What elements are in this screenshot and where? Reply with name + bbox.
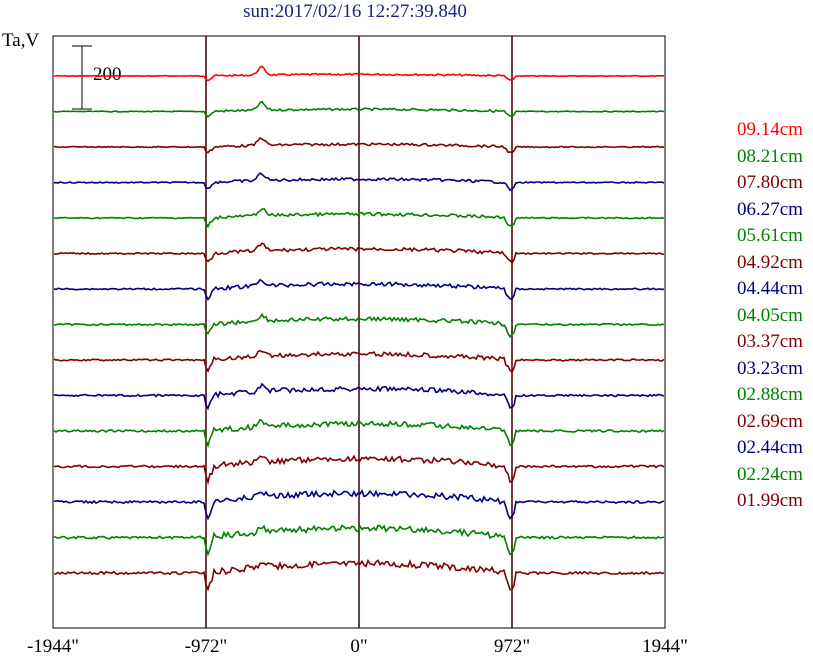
series-line <box>53 454 665 486</box>
legend-entry: 04.92cm <box>737 251 803 273</box>
x-tick-label: -1944" <box>26 636 80 657</box>
legend-entry: 03.37cm <box>737 331 803 352</box>
legend-entry: 07.80cm <box>737 172 803 193</box>
x-tick-label: 0" <box>350 636 368 657</box>
legend-entry: 02.24cm <box>737 463 803 485</box>
series-line <box>53 136 665 154</box>
series-line <box>53 208 665 229</box>
x-tick-label: -972" <box>184 636 228 657</box>
x-tick-label: 972" <box>493 636 531 657</box>
legend-entry: 04.44cm <box>737 278 803 299</box>
legend-entry: 08.21cm <box>737 145 803 167</box>
legend-entry: 06.27cm <box>737 198 803 220</box>
chart-title: sun:2017/02/16 12:27:39.840 <box>243 1 467 22</box>
series-line <box>53 382 665 411</box>
legend-entry: 01.99cm <box>737 490 803 511</box>
legend-entry: 05.61cm <box>737 225 803 246</box>
series-line <box>53 172 665 192</box>
series-line <box>53 488 665 521</box>
legend-entry: 02.88cm <box>737 384 803 405</box>
legend-entry: 02.69cm <box>737 410 803 432</box>
scale-bar-label: 200 <box>93 64 122 85</box>
series-line <box>53 242 665 264</box>
legend-entry: 03.23cm <box>737 357 803 379</box>
y-axis-label: Ta,V <box>2 30 40 51</box>
series-line <box>53 278 664 302</box>
series-line <box>53 558 665 592</box>
series-line <box>53 100 665 118</box>
series-line <box>53 418 665 449</box>
legend-entry: 02.44cm <box>737 437 803 458</box>
legend-entry: 04.05cm <box>737 304 803 326</box>
series-line <box>54 65 665 82</box>
legend-entry: 09.14cm <box>737 119 803 140</box>
x-tick-label: 1944" <box>642 636 688 657</box>
series-line <box>53 524 665 557</box>
series-line <box>54 312 665 339</box>
series-line <box>53 349 665 374</box>
scale-bar <box>72 45 92 110</box>
